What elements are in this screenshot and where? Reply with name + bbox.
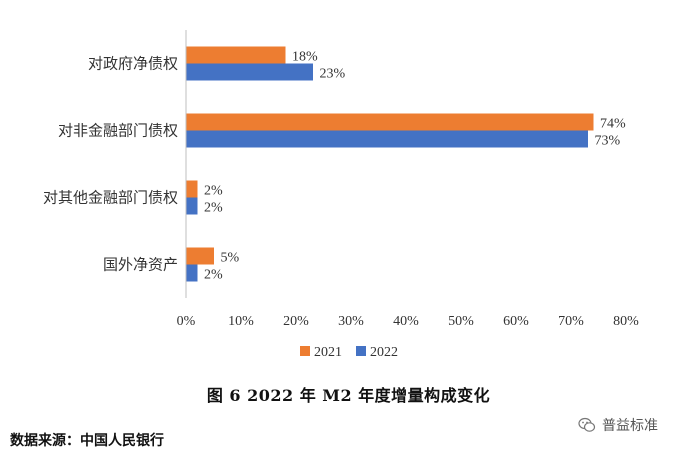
data-label: 18% bbox=[292, 50, 318, 65]
data-label: 23% bbox=[320, 67, 346, 82]
x-tick-label: 0% bbox=[177, 314, 196, 329]
x-tick-label: 30% bbox=[338, 314, 364, 329]
x-tick-label: 40% bbox=[393, 314, 419, 329]
data-label: 2% bbox=[204, 268, 223, 283]
legend-swatch-2022 bbox=[356, 346, 366, 356]
category-label: 对非金融部门债权 bbox=[58, 122, 178, 140]
data-label: 2% bbox=[204, 184, 223, 199]
legend: 2021 2022 bbox=[300, 345, 398, 360]
bar-2022 bbox=[186, 264, 198, 282]
bar-2021 bbox=[186, 46, 286, 64]
bar-2022 bbox=[186, 130, 588, 148]
x-tick-label: 50% bbox=[448, 314, 474, 329]
bar-2021 bbox=[186, 180, 198, 198]
x-tick-label: 80% bbox=[613, 314, 639, 329]
watermark-text: 普益标准 bbox=[602, 418, 658, 434]
category-label: 对其他金融部门债权 bbox=[43, 189, 178, 207]
bar-2021 bbox=[186, 113, 594, 131]
bar-chart: 0% 10% 20% 30% 40% 50% 60% 70% 80% 对政府净债权对非金融部门债… bbox=[43, 30, 639, 360]
figure-caption: 图 6 2022 年 M2 年度增量构成变化 bbox=[206, 386, 491, 405]
data-label: 73% bbox=[595, 134, 621, 149]
x-tick-label: 60% bbox=[503, 314, 529, 329]
bar-2021 bbox=[186, 247, 214, 265]
axis-layer: 0% 10% 20% 30% 40% 50% 60% 70% 80% bbox=[177, 30, 639, 329]
data-label: 74% bbox=[600, 117, 626, 132]
legend-label: 2021 bbox=[314, 345, 342, 360]
data-source: 数据来源：中国人民银行 bbox=[10, 433, 164, 449]
x-tick-label: 70% bbox=[558, 314, 584, 329]
category-label: 对政府净债权 bbox=[88, 55, 178, 73]
x-tick-label: 20% bbox=[283, 314, 309, 329]
bars-layer bbox=[186, 46, 594, 282]
x-tick-label: 10% bbox=[228, 314, 254, 329]
data-label: 2% bbox=[204, 201, 223, 216]
bar-2022 bbox=[186, 63, 313, 81]
bar-2022 bbox=[186, 197, 198, 215]
legend-swatch-2021 bbox=[300, 346, 310, 356]
wechat-icon bbox=[578, 417, 596, 433]
data-label: 5% bbox=[221, 251, 240, 266]
category-label: 国外净资产 bbox=[103, 256, 178, 274]
watermark: 普益标准 bbox=[578, 415, 658, 435]
legend-label: 2022 bbox=[370, 345, 398, 360]
